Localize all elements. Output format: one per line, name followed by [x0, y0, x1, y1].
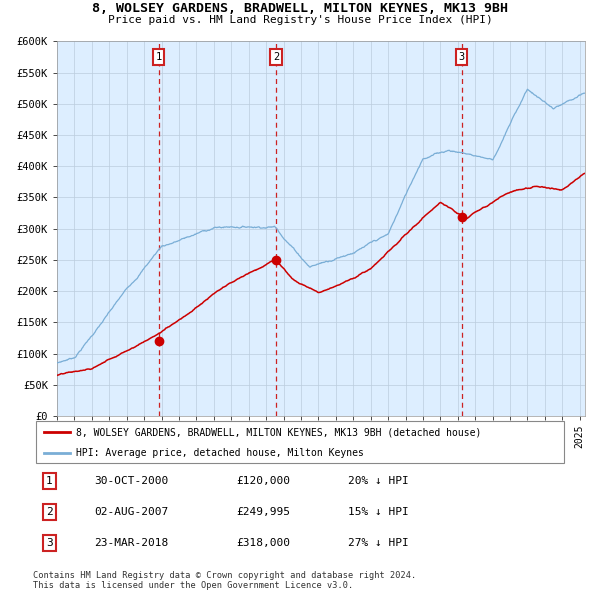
Text: 3: 3	[458, 52, 465, 62]
Text: 02-AUG-2007: 02-AUG-2007	[94, 507, 169, 517]
Text: 2: 2	[273, 52, 280, 62]
Text: 20% ↓ HPI: 20% ↓ HPI	[347, 476, 408, 486]
Text: 1: 1	[155, 52, 162, 62]
Text: 2: 2	[46, 507, 53, 517]
FancyBboxPatch shape	[36, 421, 564, 463]
Text: 27% ↓ HPI: 27% ↓ HPI	[347, 537, 408, 548]
Text: 23-MAR-2018: 23-MAR-2018	[94, 537, 169, 548]
Text: This data is licensed under the Open Government Licence v3.0.: This data is licensed under the Open Gov…	[33, 581, 353, 589]
Text: £120,000: £120,000	[236, 476, 290, 486]
Text: Contains HM Land Registry data © Crown copyright and database right 2024.: Contains HM Land Registry data © Crown c…	[33, 571, 416, 580]
Text: 3: 3	[46, 537, 53, 548]
Text: £249,995: £249,995	[236, 507, 290, 517]
Text: 8, WOLSEY GARDENS, BRADWELL, MILTON KEYNES, MK13 9BH (detached house): 8, WOLSEY GARDENS, BRADWELL, MILTON KEYN…	[76, 427, 481, 437]
Text: 30-OCT-2000: 30-OCT-2000	[94, 476, 169, 486]
Text: HPI: Average price, detached house, Milton Keynes: HPI: Average price, detached house, Milt…	[76, 448, 364, 457]
Text: 15% ↓ HPI: 15% ↓ HPI	[347, 507, 408, 517]
Text: £318,000: £318,000	[236, 537, 290, 548]
Text: 8, WOLSEY GARDENS, BRADWELL, MILTON KEYNES, MK13 9BH: 8, WOLSEY GARDENS, BRADWELL, MILTON KEYN…	[92, 2, 508, 15]
Text: Price paid vs. HM Land Registry's House Price Index (HPI): Price paid vs. HM Land Registry's House …	[107, 15, 493, 25]
Text: 1: 1	[46, 476, 53, 486]
